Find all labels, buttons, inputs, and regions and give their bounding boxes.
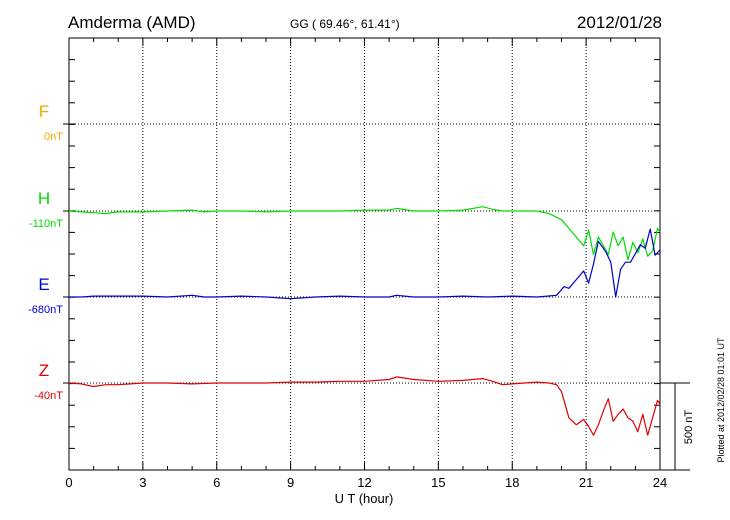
component-name-F: F (39, 102, 49, 121)
plotted-at-note: Plotted at 2012/02/28 01:01 UT (716, 337, 726, 463)
scale-bar: 500 nT (660, 382, 695, 471)
series-lines (68, 206, 661, 436)
component-labels: F 0nT H -110nT E -680nT Z -40nT (28, 102, 63, 402)
x-tick-label: 15 (431, 475, 445, 490)
series-line-H (68, 206, 661, 261)
x-tick-label: 18 (505, 475, 519, 490)
x-tick-label: 3 (139, 475, 146, 490)
x-tick-label: 9 (287, 475, 294, 490)
component-name-E: E (38, 275, 49, 294)
grid-lines (69, 38, 660, 470)
x-tick-label: 21 (579, 475, 593, 490)
component-name-H: H (38, 189, 50, 208)
date-label: 2012/01/28 (577, 13, 662, 32)
component-baseline-H: -110nT (29, 218, 63, 230)
component-baseline-E: -680nT (28, 304, 63, 316)
x-tick-label: 6 (213, 475, 220, 490)
component-baseline-Z: -40nT (34, 390, 63, 402)
scale-bar-label: 500 nT (683, 410, 695, 445)
x-tick-label: 12 (357, 475, 371, 490)
station-title: Amderma (AMD) (68, 13, 196, 32)
x-axis-label: U T (hour) (335, 491, 394, 506)
component-name-Z: Z (39, 361, 49, 380)
coordinates-label: GG ( 69.46°, 61.41°) (290, 17, 400, 31)
series-line-Z (68, 376, 661, 436)
x-tick-label: 0 (65, 475, 72, 490)
x-tick-label: 24 (653, 475, 667, 490)
component-baseline-F: 0nT (44, 131, 63, 143)
series-line-E (69, 228, 661, 300)
x-axis: 0 3 6 9 12 15 18 21 24 (63, 38, 667, 490)
